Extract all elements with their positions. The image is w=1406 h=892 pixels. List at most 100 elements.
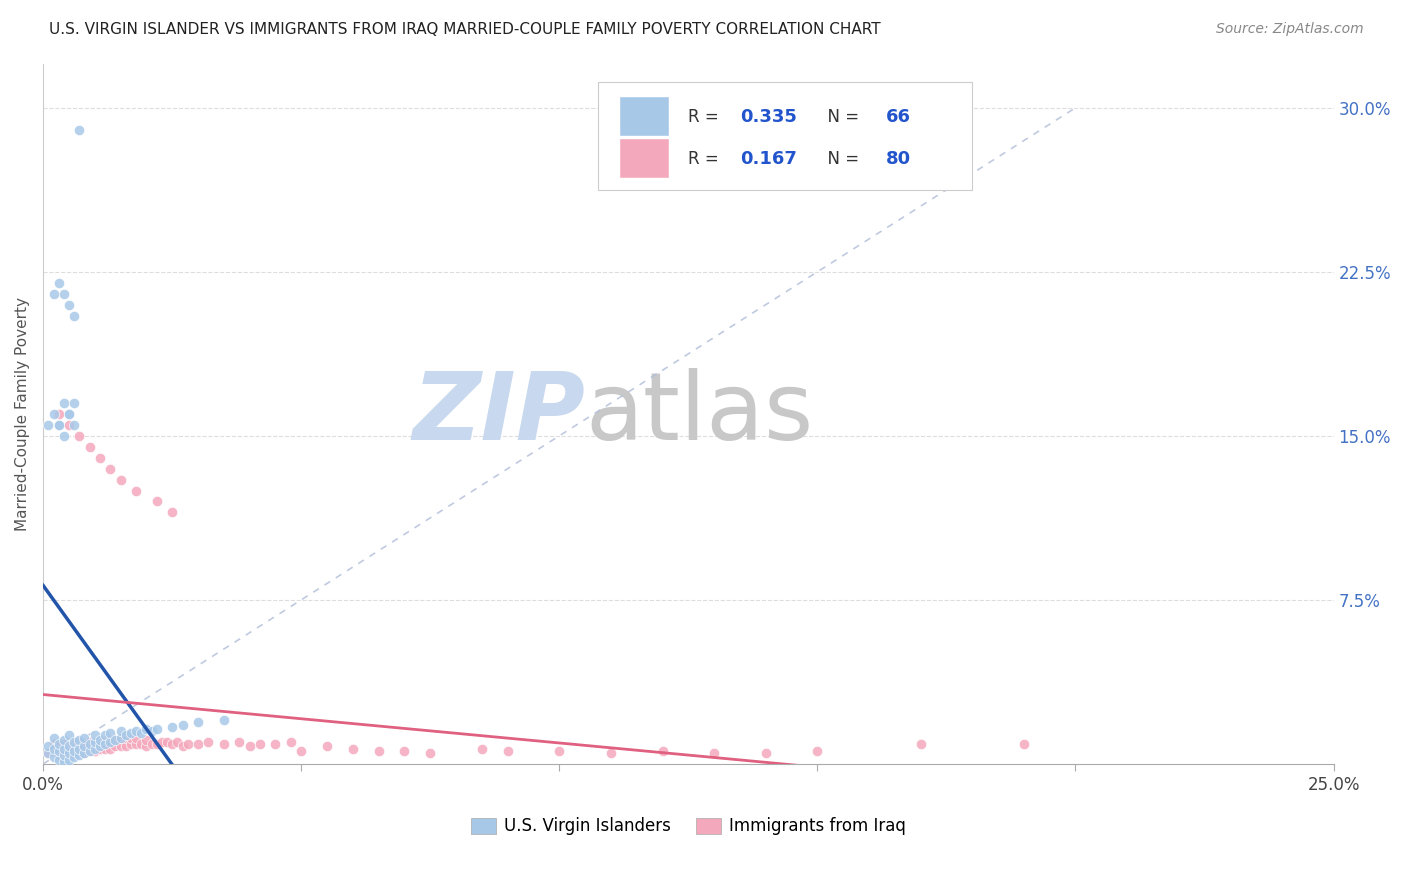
Point — [83, 737, 105, 751]
Point — [187, 737, 209, 751]
Point — [110, 731, 132, 745]
Point — [94, 728, 117, 742]
Text: 0.335: 0.335 — [740, 108, 797, 126]
Point — [228, 735, 250, 749]
Point — [42, 286, 65, 301]
Point — [910, 737, 932, 751]
Point — [239, 739, 262, 754]
Point — [67, 122, 90, 136]
Point — [58, 298, 80, 312]
Point — [110, 731, 132, 745]
Point — [120, 737, 142, 751]
Point — [98, 461, 121, 475]
Point — [67, 732, 90, 747]
Point — [58, 752, 80, 766]
Point — [212, 737, 235, 751]
Point — [120, 731, 142, 745]
Point — [98, 726, 121, 740]
Text: N =: N = — [817, 150, 865, 168]
Point — [114, 731, 136, 745]
Point — [83, 741, 105, 756]
Point — [42, 741, 65, 756]
Point — [290, 744, 312, 758]
Point — [141, 737, 163, 751]
Point — [135, 739, 157, 754]
Point — [42, 744, 65, 758]
Point — [114, 739, 136, 754]
Point — [79, 735, 101, 749]
Point — [172, 717, 194, 731]
Point — [67, 741, 90, 756]
Point — [98, 732, 121, 747]
Legend: U.S. Virgin Islanders, Immigrants from Iraq: U.S. Virgin Islanders, Immigrants from I… — [464, 811, 912, 842]
Point — [48, 417, 70, 432]
Point — [73, 739, 96, 754]
Point — [52, 429, 75, 443]
Point — [160, 505, 183, 519]
Point — [42, 750, 65, 764]
Point — [104, 732, 127, 747]
Text: 0.167: 0.167 — [740, 150, 797, 168]
Point — [156, 735, 179, 749]
Point — [129, 737, 152, 751]
Point — [58, 407, 80, 421]
Point — [125, 731, 148, 745]
Point — [67, 744, 90, 758]
Point — [104, 739, 127, 754]
Point — [52, 737, 75, 751]
Point — [63, 737, 86, 751]
Point — [79, 737, 101, 751]
Point — [83, 744, 105, 758]
Point — [703, 746, 725, 760]
Text: ZIP: ZIP — [412, 368, 585, 460]
Point — [63, 396, 86, 410]
Point — [651, 744, 673, 758]
Point — [141, 724, 163, 739]
Point — [94, 741, 117, 756]
Point — [73, 746, 96, 760]
Point — [110, 739, 132, 754]
Point — [48, 744, 70, 758]
Point — [48, 407, 70, 421]
Point — [58, 748, 80, 763]
Point — [120, 726, 142, 740]
Point — [806, 744, 828, 758]
Text: 80: 80 — [886, 150, 911, 168]
Point — [52, 286, 75, 301]
FancyBboxPatch shape — [598, 81, 972, 190]
Point — [48, 737, 70, 751]
Point — [172, 739, 194, 754]
Point — [187, 715, 209, 730]
Point — [52, 755, 75, 769]
Point — [63, 735, 86, 749]
Point — [48, 752, 70, 766]
Point — [212, 713, 235, 727]
Point — [58, 728, 80, 742]
Point — [114, 728, 136, 742]
Point — [52, 746, 75, 760]
Point — [52, 732, 75, 747]
Point — [73, 746, 96, 760]
Point — [89, 450, 111, 465]
Point — [98, 741, 121, 756]
Point — [1012, 737, 1035, 751]
Text: U.S. VIRGIN ISLANDER VS IMMIGRANTS FROM IRAQ MARRIED-COUPLE FAMILY POVERTY CORRE: U.S. VIRGIN ISLANDER VS IMMIGRANTS FROM … — [49, 22, 880, 37]
Point — [37, 739, 59, 754]
Point — [177, 737, 200, 751]
Point — [63, 309, 86, 323]
Point — [160, 737, 183, 751]
Text: N =: N = — [817, 108, 865, 126]
Point — [110, 473, 132, 487]
Point — [471, 741, 494, 756]
Point — [67, 735, 90, 749]
Point — [48, 417, 70, 432]
Point — [58, 407, 80, 421]
Point — [94, 732, 117, 747]
Point — [264, 737, 287, 751]
Point — [496, 744, 519, 758]
Point — [48, 276, 70, 290]
Text: R =: R = — [689, 108, 724, 126]
Point — [342, 741, 364, 756]
Point — [63, 750, 86, 764]
Point — [42, 731, 65, 745]
